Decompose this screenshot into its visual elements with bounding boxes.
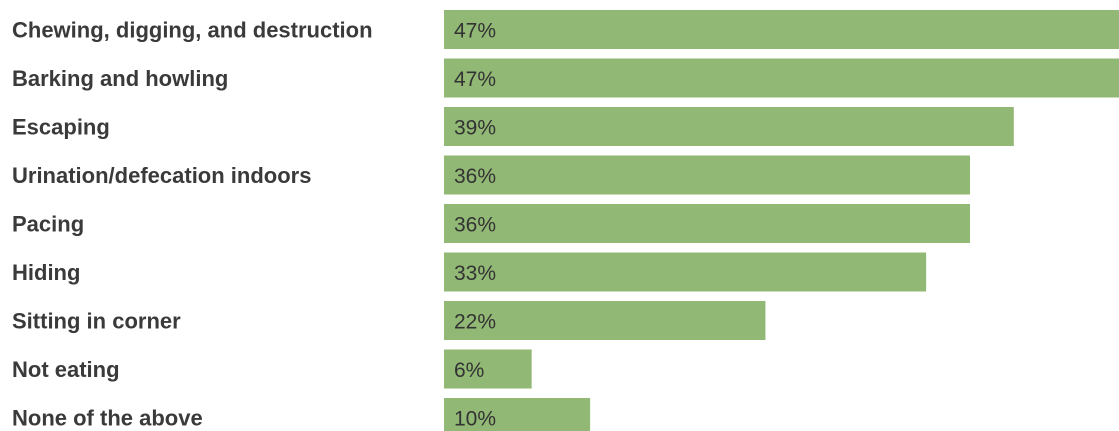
bar — [444, 349, 532, 389]
value-label: 10% — [454, 408, 496, 431]
value-labels: 47% 47% 39% 36% 36% 33% 22% 6% 10% — [454, 20, 496, 431]
category-label: Chewing, digging, and destruction — [12, 18, 373, 43]
value-label: 33% — [454, 262, 496, 285]
category-label: Hiding — [12, 260, 80, 285]
category-label: Urination/defecation indoors — [12, 163, 311, 188]
value-label: 36% — [454, 214, 496, 237]
bars-group — [444, 10, 1119, 431]
bar — [444, 58, 1119, 98]
category-label: None of the above — [12, 406, 203, 431]
category-label: Pacing — [12, 212, 84, 237]
bar — [444, 252, 927, 292]
value-label: 6% — [454, 359, 484, 382]
bar — [444, 10, 1119, 49]
value-label: 47% — [454, 20, 496, 43]
category-labels: Chewing, digging, and destruction Barking… — [12, 18, 373, 431]
bar — [444, 204, 970, 243]
category-label: Barking and howling — [12, 66, 228, 91]
bar — [444, 107, 1014, 146]
value-label: 47% — [454, 68, 496, 91]
bar — [444, 398, 591, 431]
category-label: Escaping — [12, 115, 110, 140]
value-label: 22% — [454, 311, 496, 334]
value-label: 39% — [454, 117, 496, 140]
bar — [444, 301, 766, 340]
category-label: Not eating — [12, 357, 120, 382]
bar — [444, 155, 970, 195]
value-label: 36% — [454, 165, 496, 188]
category-label: Sitting in corner — [12, 309, 181, 334]
